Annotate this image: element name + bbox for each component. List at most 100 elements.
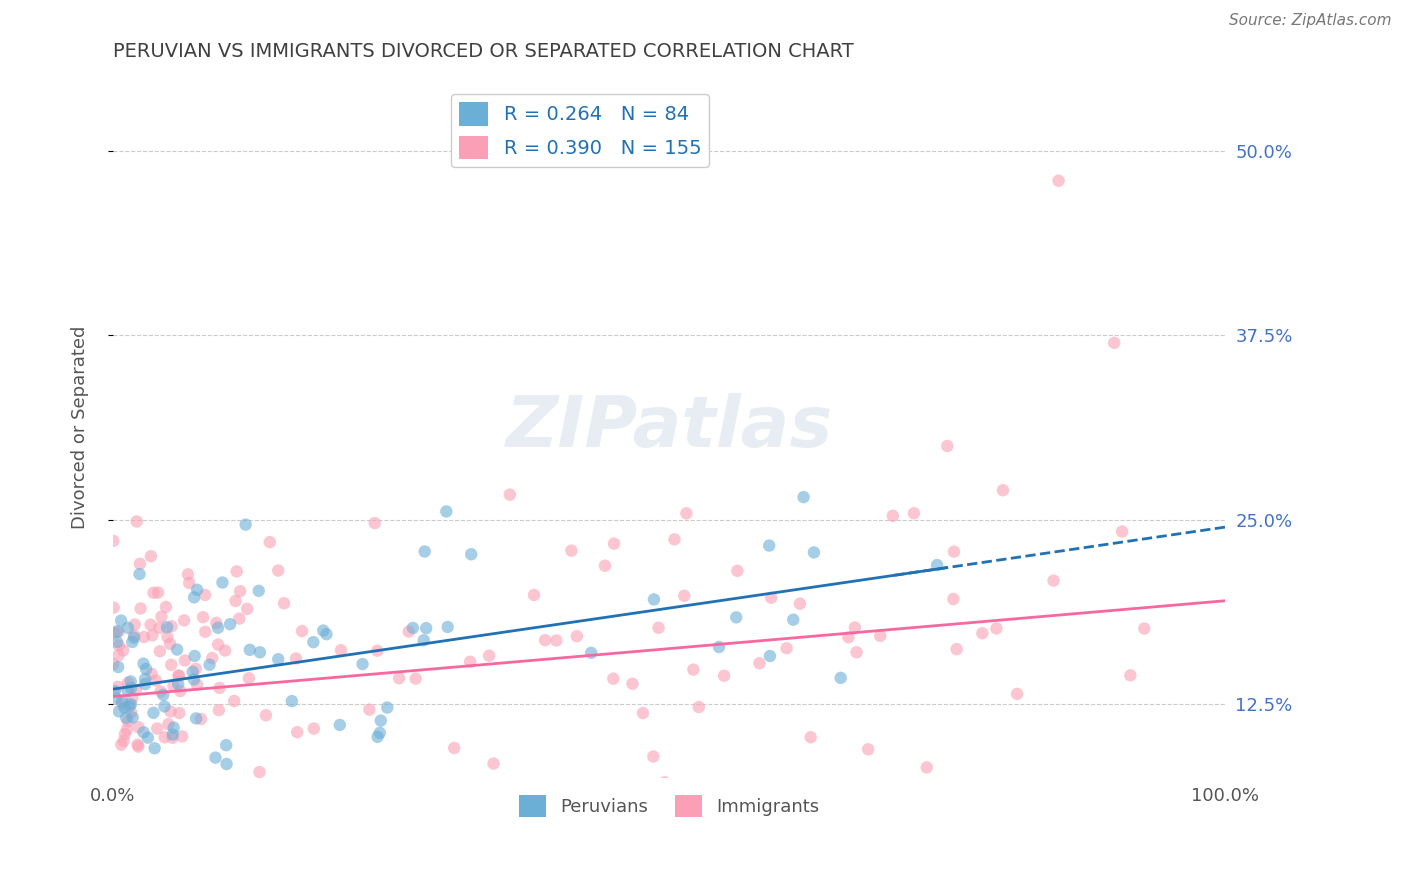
Immigrants [546,633,568,648]
Immigrants [284,801,307,815]
Peruvians [207,621,229,635]
Peruvians [803,545,825,559]
Peruvians [121,710,143,724]
Peruvians [370,714,392,728]
Peruvians [315,627,337,641]
Peruvians [312,624,335,638]
Immigrants [110,738,132,752]
Immigrants [330,643,353,657]
Immigrants [631,706,654,720]
Peruvians [172,785,194,799]
Immigrants [139,617,162,632]
Peruvians [107,660,129,674]
Peruvians [198,657,221,672]
Immigrants [201,651,224,665]
Immigrants [273,596,295,610]
Immigrants [291,624,314,638]
Immigrants [153,731,176,745]
Peruvians [152,688,174,702]
Immigrants [101,657,124,672]
Immigrants [225,594,247,608]
Peruvians [415,621,437,635]
Peruvians [183,648,205,663]
Immigrants [228,611,250,625]
Peruvians [579,646,602,660]
Immigrants [139,549,162,564]
Immigrants [128,837,150,851]
Peruvians [110,614,132,628]
Peruvians [167,789,190,804]
Peruvians [111,695,134,709]
Immigrants [267,564,290,578]
Peruvians [413,544,436,558]
Peruvians [104,691,127,706]
Immigrants [194,588,217,602]
Peruvians [247,583,270,598]
Immigrants [1042,574,1064,588]
Peruvians [142,706,165,720]
Peruvians [117,684,139,698]
Immigrants [114,727,136,741]
Immigrants [127,738,149,752]
Peruvians [436,620,458,634]
Peruvians [183,591,205,605]
Immigrants [560,543,582,558]
Immigrants [173,614,195,628]
Peruvians [135,662,157,676]
Peruvians [163,721,186,735]
Immigrants [121,837,143,851]
Peruvians [239,642,262,657]
Immigrants [149,644,172,658]
Peruvians [134,677,156,691]
Peruvians [128,567,150,582]
Immigrants [903,506,925,520]
Peruvians [368,726,391,740]
Immigrants [146,585,169,599]
Immigrants [167,669,190,683]
Peruvians [235,517,257,532]
Immigrants [602,672,624,686]
Immigrants [654,775,676,789]
Immigrants [1133,622,1156,636]
Immigrants [565,629,588,643]
Immigrants [117,675,139,690]
Peruvians [166,642,188,657]
Immigrants [190,712,212,726]
Peruvians [219,617,242,632]
Immigrants [115,723,138,737]
Peruvians [215,738,238,752]
Immigrants [1102,335,1125,350]
Peruvians [134,672,156,686]
Text: ZIPatlas: ZIPatlas [506,393,832,462]
Immigrants [238,671,260,685]
Peruvians [117,621,139,635]
Immigrants [208,703,231,717]
Text: Source: ZipAtlas.com: Source: ZipAtlas.com [1229,13,1392,29]
Immigrants [124,617,146,632]
Immigrants [673,589,696,603]
Peruvians [104,684,127,698]
Immigrants [643,749,665,764]
Immigrants [229,584,252,599]
Immigrants [120,706,142,720]
Immigrants [167,668,190,682]
Immigrants [111,829,134,843]
Immigrants [214,643,236,657]
Peruvians [927,558,949,572]
Immigrants [443,741,465,756]
Immigrants [205,615,228,630]
Peruvians [412,633,434,648]
Immigrants [157,717,180,731]
Immigrants [405,672,427,686]
Immigrants [748,657,770,671]
Y-axis label: Divorced or Separated: Divorced or Separated [72,326,89,529]
Immigrants [364,516,387,530]
Peruvians [186,582,208,597]
Immigrants [986,622,1008,636]
Immigrants [882,508,904,523]
Immigrants [169,684,191,698]
Immigrants [725,564,748,578]
Immigrants [499,488,522,502]
Immigrants [593,558,616,573]
Immigrants [1047,174,1070,188]
